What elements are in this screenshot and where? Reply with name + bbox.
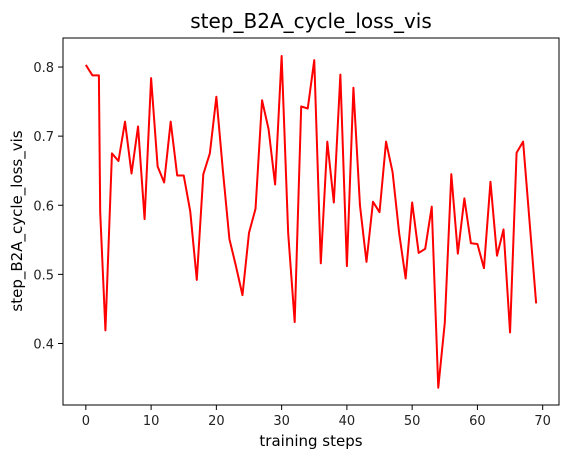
plot-frame <box>62 37 560 406</box>
x-tick-label: 0 <box>82 414 90 429</box>
x-axis-label: training steps <box>259 432 362 450</box>
y-tick-label: 0.6 <box>33 199 54 214</box>
x-tick-label: 60 <box>469 414 486 429</box>
x-tick-label: 50 <box>404 414 421 429</box>
x-tick-label: 10 <box>143 414 160 429</box>
x-tick-label: 20 <box>208 414 225 429</box>
series-line <box>84 54 538 389</box>
y-tick-label: 0.4 <box>33 337 54 352</box>
chart-title: step_B2A_cycle_loss_vis <box>190 9 432 33</box>
plot-area <box>84 54 538 389</box>
x-tick-label: 70 <box>534 414 551 429</box>
x-tick-label: 30 <box>273 414 290 429</box>
y-tick-label: 0.8 <box>33 61 54 76</box>
y-axis-ticks: 0.4 0.5 0.6 0.7 0.8 <box>33 61 63 352</box>
y-tick-label: 0.7 <box>33 130 54 145</box>
y-axis-label: step_B2A_cycle_loss_vis <box>8 130 27 311</box>
x-tick-label: 40 <box>339 414 356 429</box>
x-axis-ticks: 0 10 20 30 40 50 60 70 <box>82 405 551 429</box>
y-tick-label: 0.5 <box>33 268 54 283</box>
